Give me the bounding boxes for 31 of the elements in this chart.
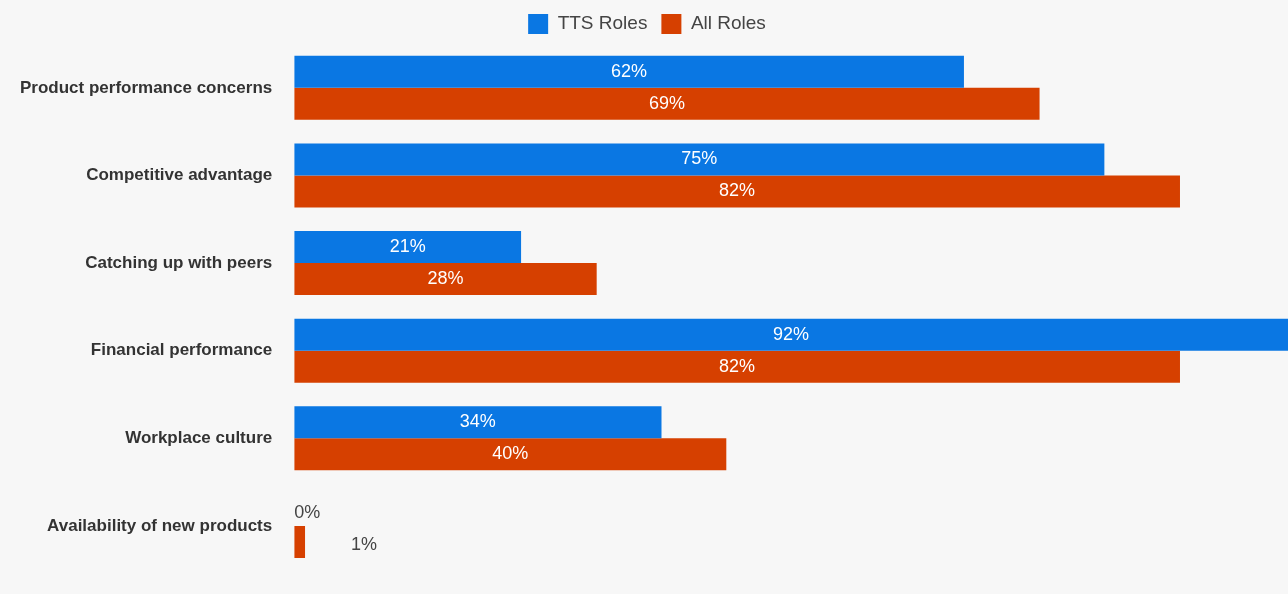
data-label: 82% [719,180,756,201]
bar [294,55,964,88]
legend-label: All Roles [690,12,766,34]
bar [294,87,1040,120]
bar [294,143,1105,176]
data-label: 0% [294,501,321,522]
data-label: 92% [773,323,810,344]
data-label: 21% [389,236,426,257]
y-tick-label: Competitive advantage [86,165,273,185]
data-label: 69% [648,92,685,113]
data-label: 75% [681,148,718,169]
bar [294,406,662,439]
data-label: 28% [427,268,464,289]
data-label: 62% [611,60,648,81]
legend-label: TTS Roles [557,12,648,34]
y-tick-label: Workplace culture [125,428,273,448]
bar [294,350,1180,383]
data-label: 82% [719,355,756,376]
bar [294,525,306,558]
y-tick-label: Product performance concerns [19,77,273,97]
y-tick-label: Availability of new products [47,515,273,535]
data-label: 34% [459,411,496,432]
bar [294,438,727,471]
bar [294,318,1288,351]
data-label: 1% [351,533,378,554]
y-tick-label: Catching up with peers [85,252,273,272]
bar [294,175,1180,208]
bar [294,263,597,296]
bar [294,231,522,264]
data-label: 40% [492,443,529,464]
y-tick-label: Financial performance [90,340,273,360]
